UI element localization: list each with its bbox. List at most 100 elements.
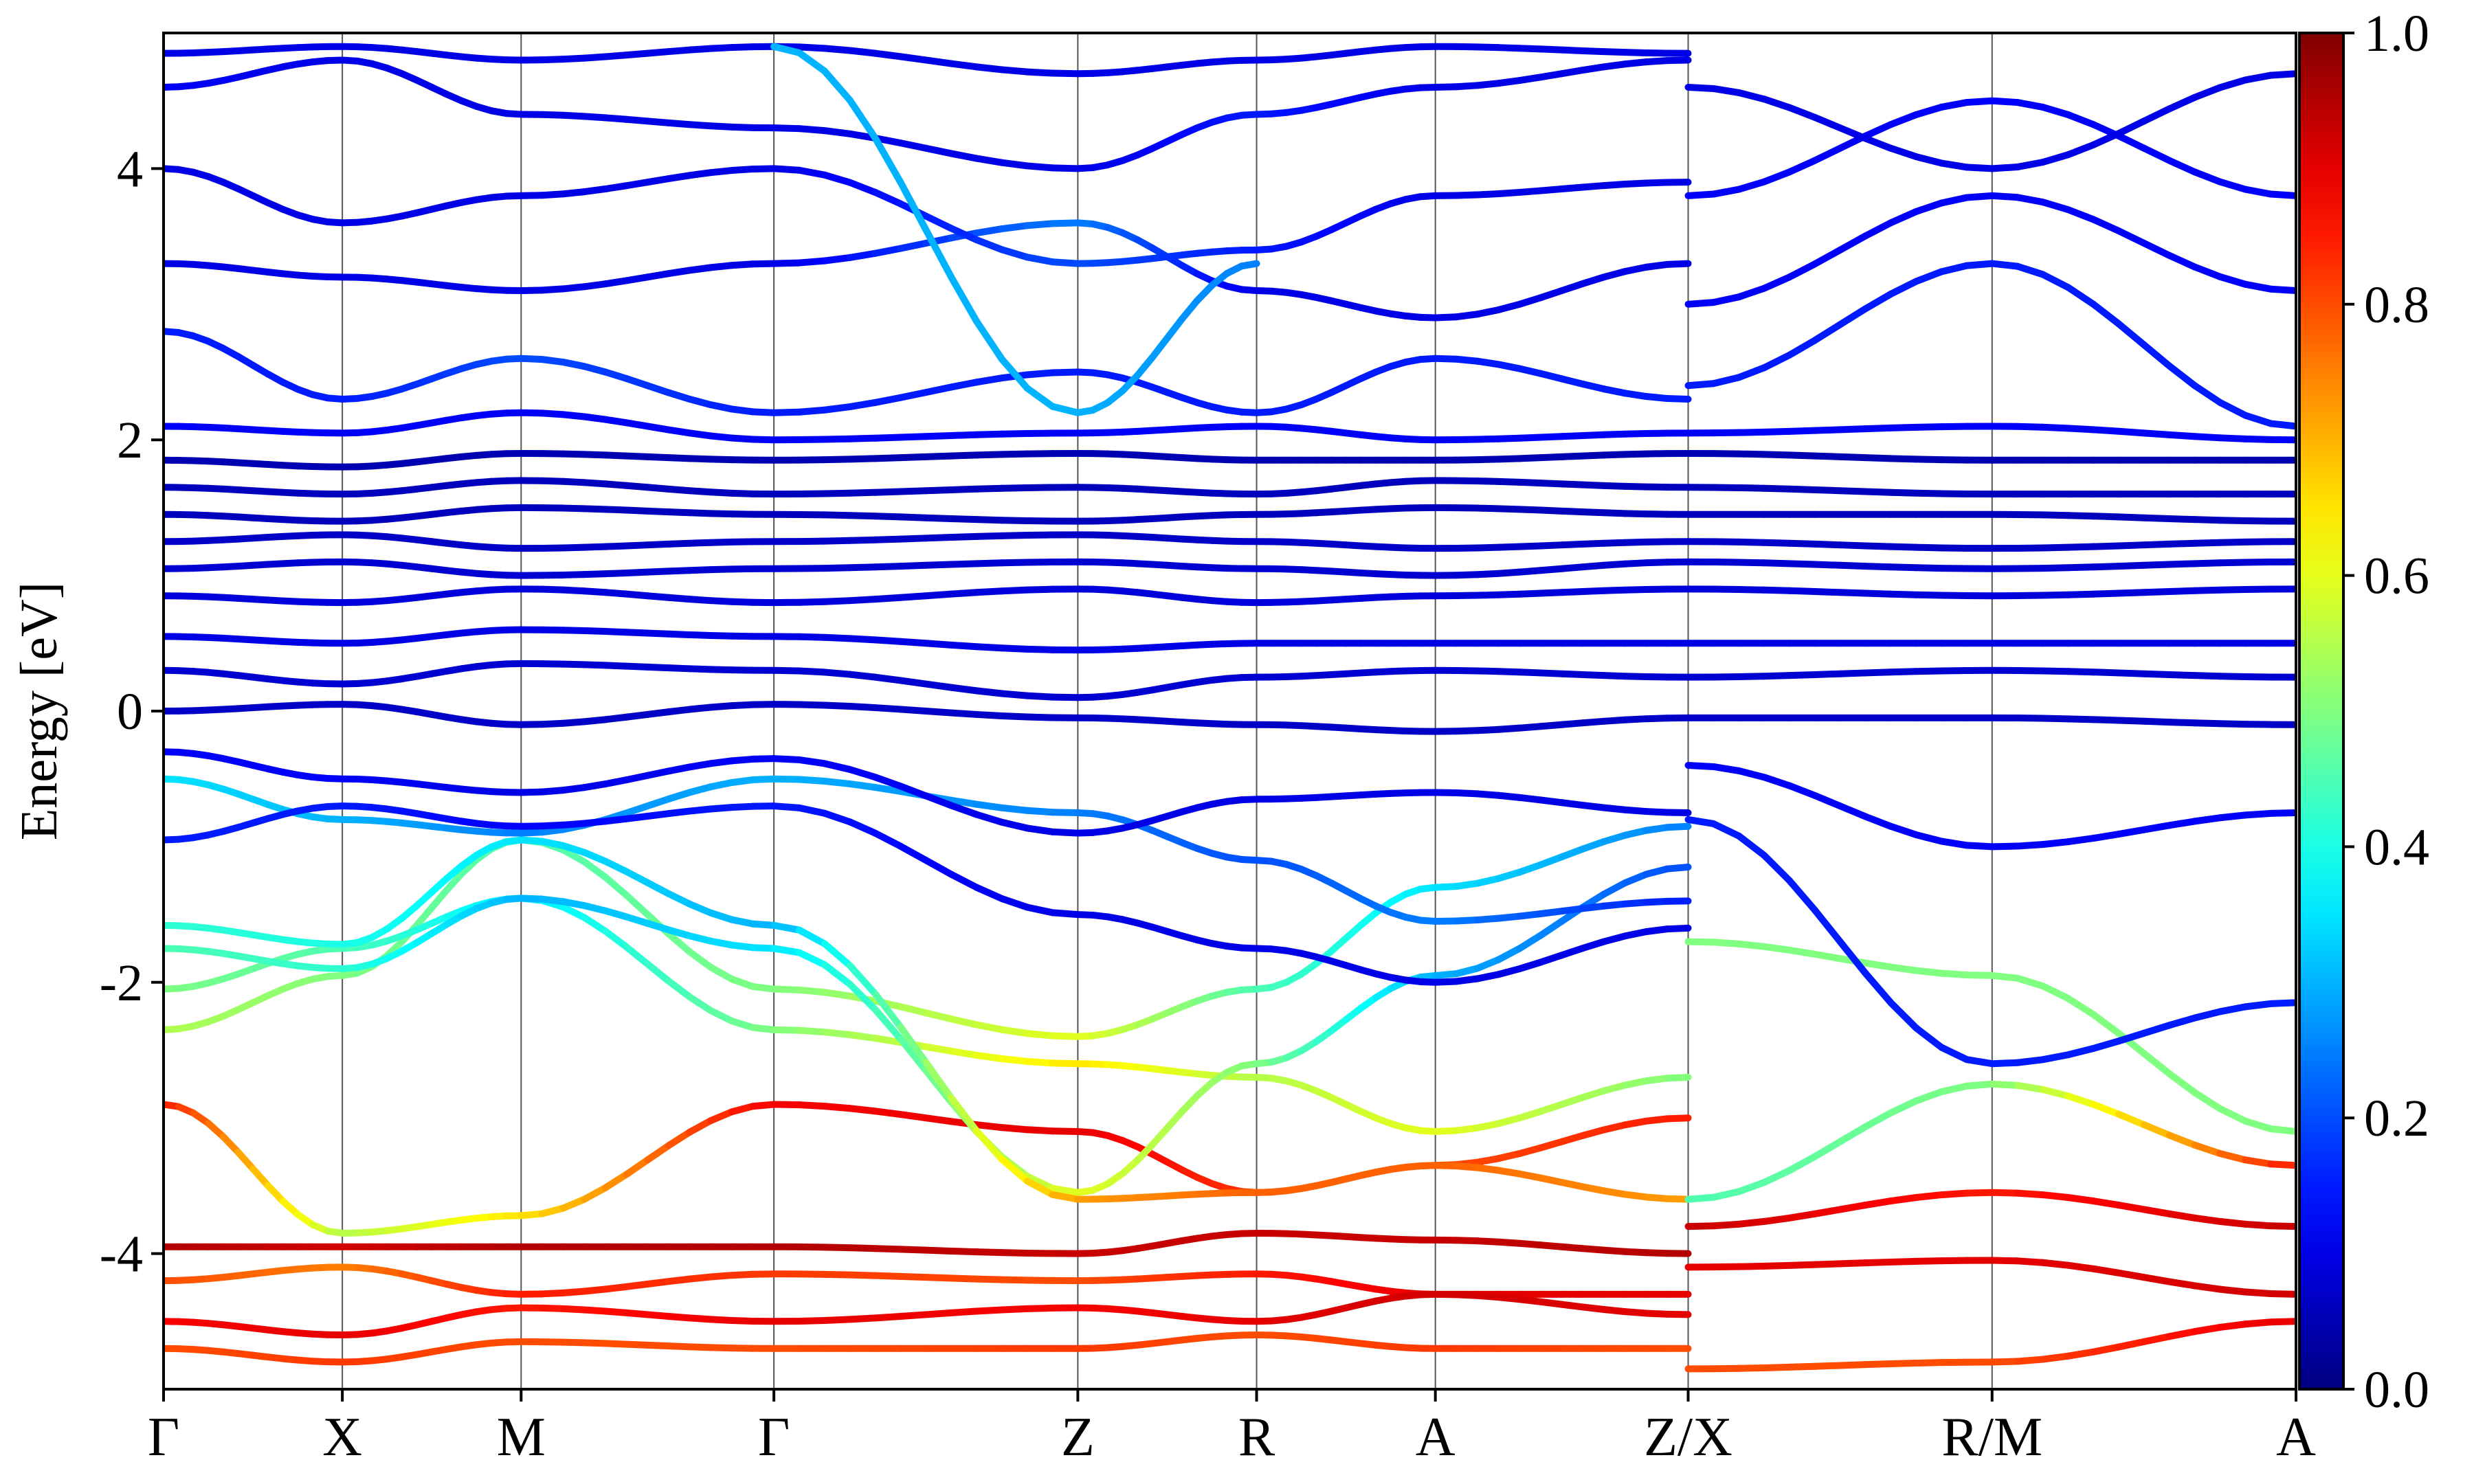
band-segment: [1516, 45, 1544, 53]
band-segment: [2216, 1149, 2249, 1164]
band-segment: [707, 488, 735, 497]
band-segment: [795, 667, 828, 676]
band-segment: [686, 783, 715, 796]
band-segment: [1473, 306, 1502, 318]
band-segment: [1495, 434, 1524, 442]
band-segment: [1495, 590, 1524, 598]
band-segment: [1537, 1298, 1565, 1308]
band-segment: [846, 780, 879, 791]
band-segment: [1558, 280, 1587, 295]
band-segment: [795, 125, 828, 135]
band-segment: [1600, 268, 1629, 281]
band-segment: [1119, 372, 1141, 394]
band-segment: [2165, 1014, 2198, 1029]
band-segment: [1785, 877, 1818, 914]
band-segment: [1811, 113, 1844, 132]
band-segment: [1495, 791, 1524, 801]
band-segment: [559, 903, 588, 921]
band-segment: [1862, 135, 1895, 152]
band-series: [164, 449, 2296, 471]
band-segment: [1558, 799, 1587, 809]
band-segment: [2115, 541, 2148, 550]
band-segment: [2216, 398, 2249, 419]
band-segment: [1621, 870, 1650, 887]
band-segment: [922, 452, 955, 460]
band-segment: [1684, 83, 1717, 92]
band-segment: [897, 783, 930, 800]
band-segment: [897, 592, 930, 601]
band-segment: [2090, 426, 2123, 435]
band-segment: [2216, 1217, 2249, 1228]
band-segment: [871, 990, 904, 1031]
band-segment: [1862, 563, 1895, 571]
band-segment: [846, 1314, 879, 1323]
band-segment: [821, 1028, 854, 1039]
band-segment: [922, 708, 955, 717]
band-segment: [1735, 450, 1768, 458]
band-segment: [871, 673, 904, 684]
band-segment: [1134, 354, 1156, 379]
band-segment: [1431, 789, 1460, 796]
band-segment: [601, 1171, 630, 1191]
band-segment: [2165, 1132, 2198, 1149]
band-segment: [1913, 1024, 1946, 1051]
band-segment: [998, 644, 1031, 653]
band-series: [164, 531, 2296, 552]
band-segment: [821, 940, 854, 969]
band-segment: [1913, 831, 1946, 845]
band-segment: [871, 594, 904, 603]
band-segment: [559, 1195, 588, 1212]
band-segment: [2115, 1202, 2148, 1213]
band-segment: [1887, 423, 1920, 431]
band-segment: [2216, 434, 2249, 442]
band-segment: [1023, 68, 1056, 77]
band-segment: [897, 706, 930, 715]
band-segment: [601, 928, 630, 951]
band-segment: [728, 916, 757, 928]
band-segment: [665, 426, 693, 437]
band-segment: [1516, 478, 1544, 487]
band-segment: [871, 134, 904, 186]
band-segment: [581, 587, 609, 596]
band-segment: [1473, 591, 1502, 599]
band-segment: [2014, 841, 2047, 850]
band-segment: [2115, 132, 2148, 152]
band-segment: [795, 406, 828, 416]
band-segment: [1785, 104, 1818, 121]
band-segment: [686, 1273, 715, 1283]
kpoint-separators: [342, 33, 1993, 1389]
band-segment: [1621, 58, 1650, 68]
band-segment: [1579, 273, 1607, 287]
band-segment: [2242, 1000, 2275, 1011]
band-segment: [846, 596, 879, 605]
band-segment: [1887, 1193, 1920, 1205]
band-segment: [948, 802, 980, 818]
band-segment: [559, 820, 588, 829]
band-segment: [972, 587, 1005, 596]
band-segment: [871, 488, 904, 496]
band-segment: [2140, 540, 2173, 549]
band-segment: [846, 980, 879, 1013]
band-segment: [1473, 80, 1502, 89]
band-segment: [665, 926, 693, 940]
band-segment: [1785, 539, 1818, 548]
band-segment: [2242, 1318, 2275, 1328]
band-segment: [707, 597, 735, 605]
band-segment: [1735, 538, 1768, 546]
y-tick-label: 0: [117, 683, 143, 741]
band-segment: [2064, 668, 2097, 676]
band-segment: [1579, 1087, 1607, 1101]
band-segment: [1785, 1153, 1818, 1174]
band-segment: [559, 188, 588, 198]
band-segment: [686, 631, 715, 639]
band-segment: [998, 532, 1031, 539]
band-segment: [1761, 451, 1793, 459]
band-segment: [1558, 452, 1587, 460]
band-segment: [2014, 1257, 2047, 1266]
band-segment: [1049, 1032, 1082, 1040]
band-segment: [1642, 897, 1671, 906]
band-segment: [1642, 57, 1671, 66]
band-segment: [581, 716, 609, 726]
x-tick-label: Z/X: [1644, 1407, 1732, 1468]
band-segment: [998, 66, 1031, 76]
